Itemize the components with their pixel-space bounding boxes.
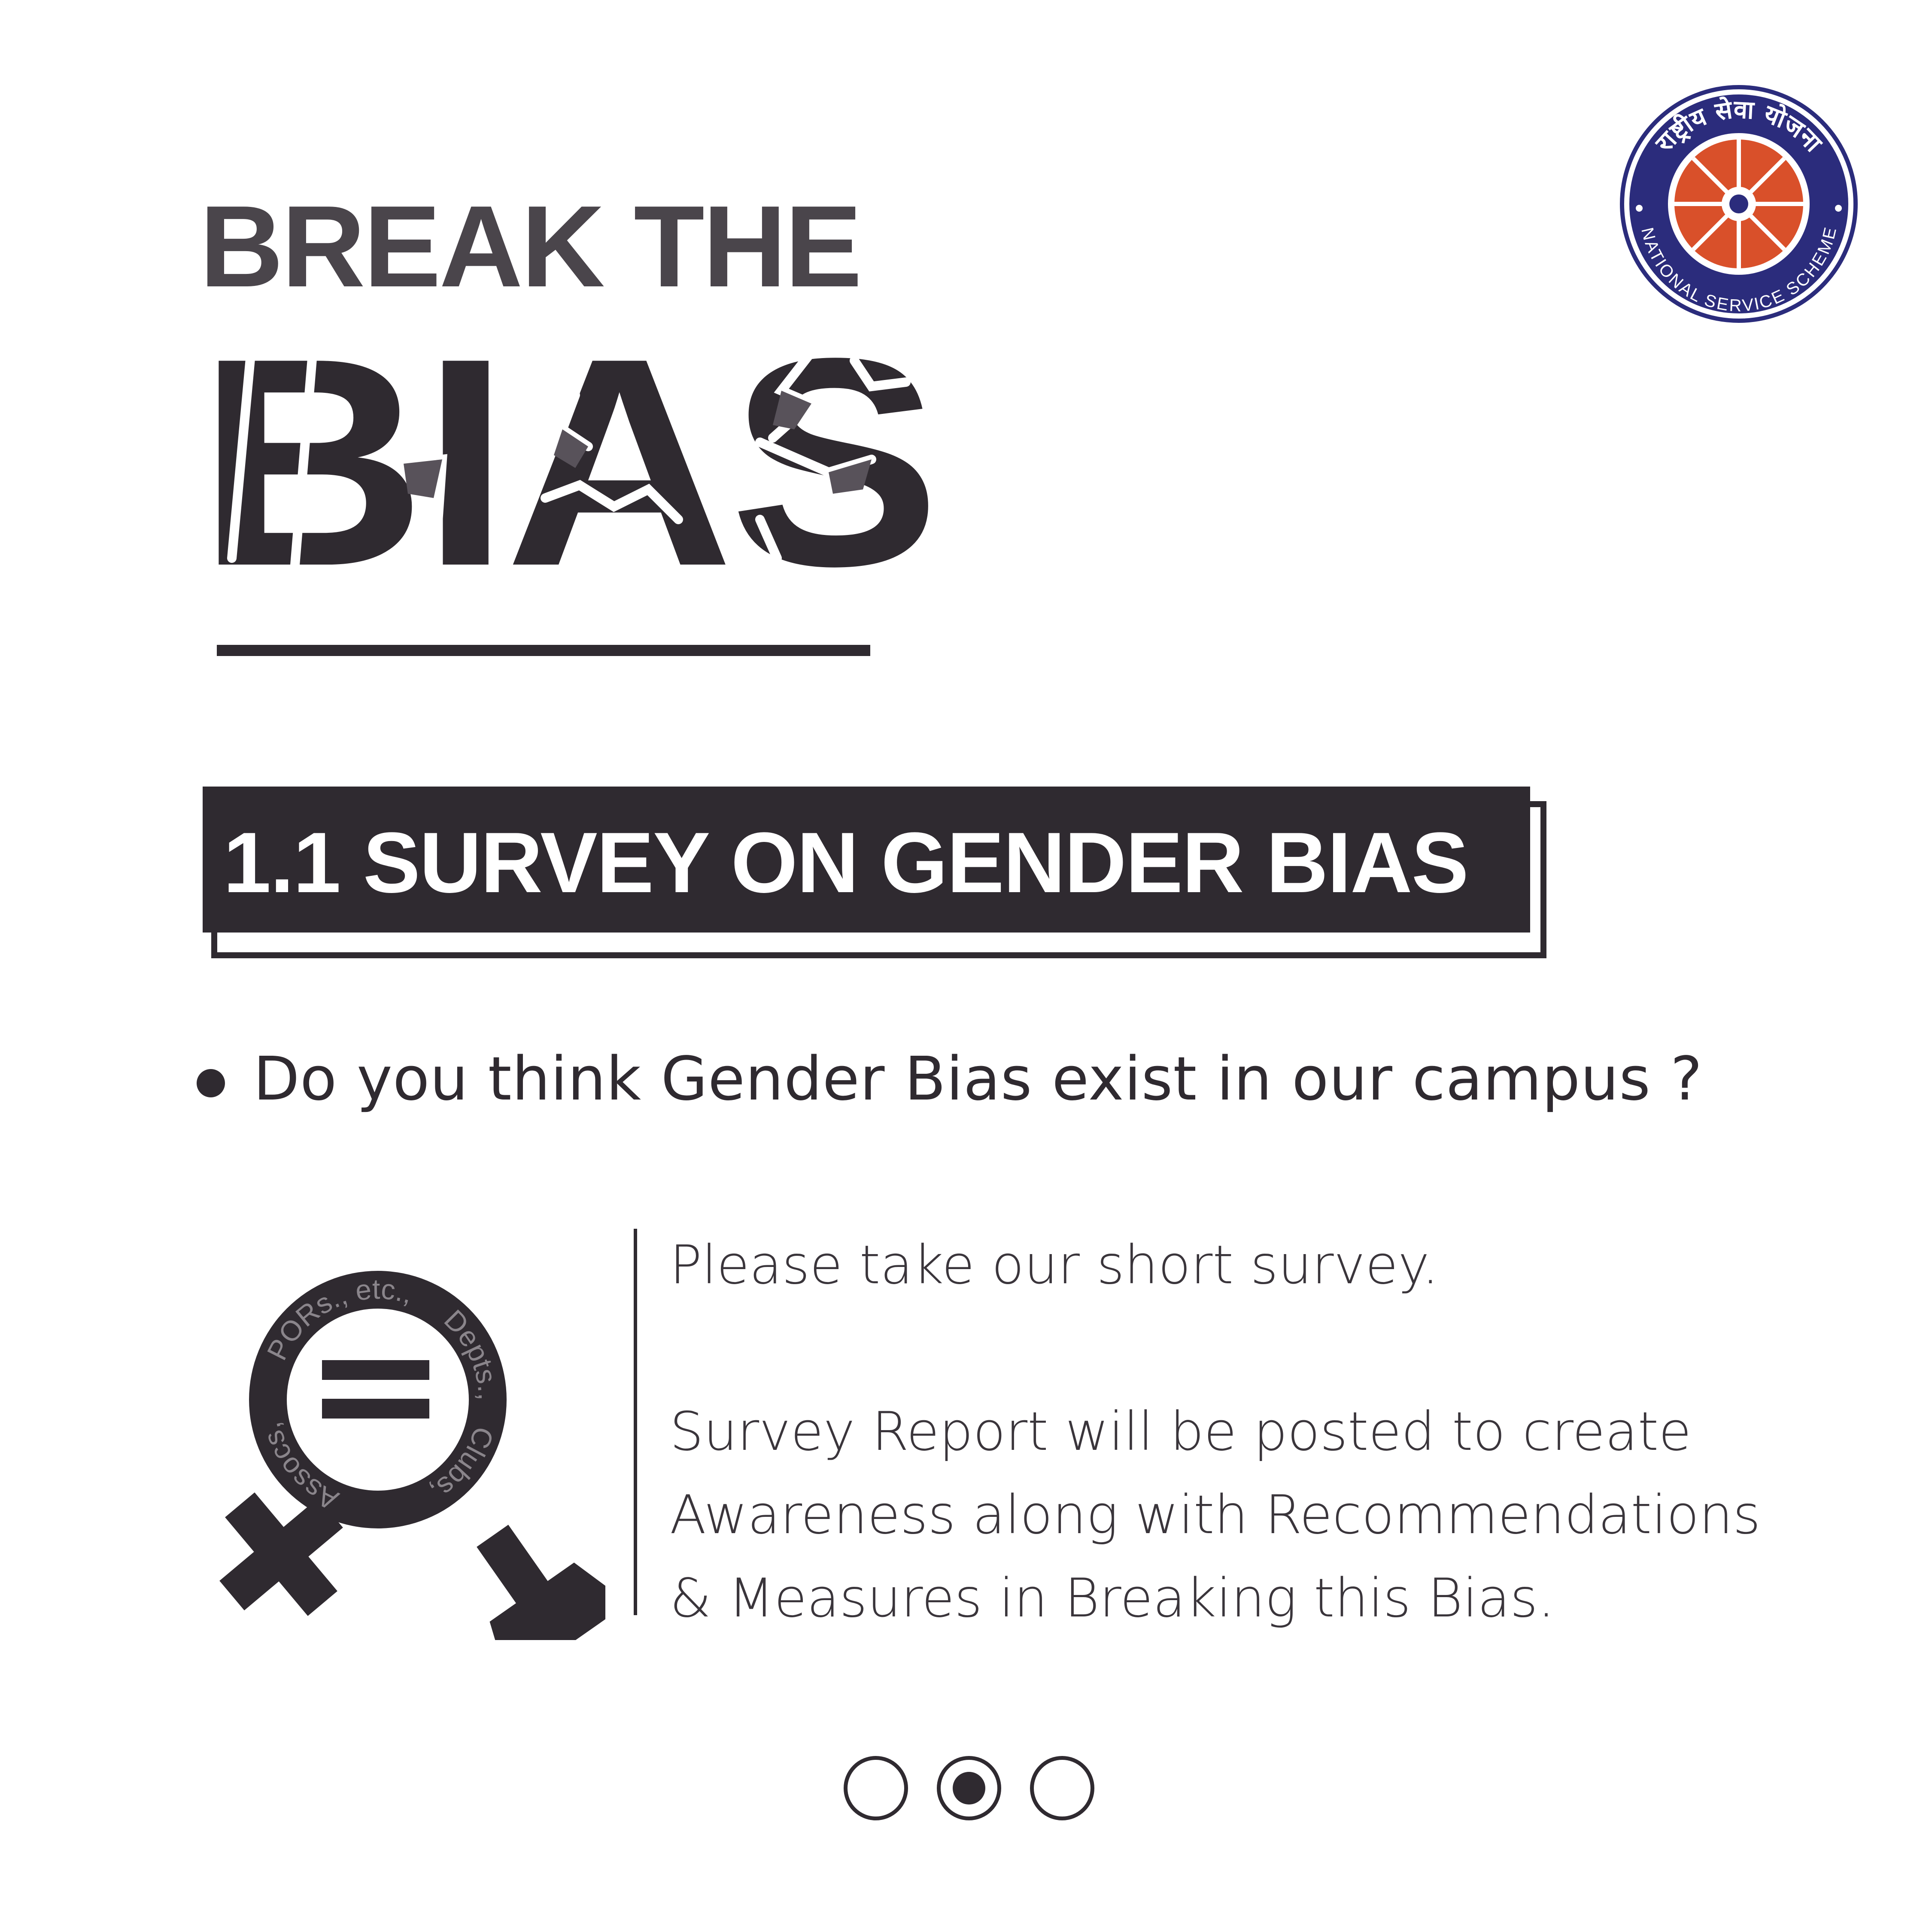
title-underline [217,645,870,656]
bullet-icon [197,1069,225,1097]
gender-equality-icon: PORs., etc., Depts., Clubs, Assocs, [219,1271,605,1640]
page-dot-2[interactable] [937,1756,1001,1820]
page-dot-3[interactable] [1030,1756,1094,1820]
section-heading-box [203,787,1530,933]
body-line-4: & Measures in Breaking this Bias. [670,1567,1555,1629]
survey-question: Do you think Gender Bias exist in our ca… [253,1044,1703,1114]
section-heading: 1.1 SURVEY ON GENDER BIAS [223,815,1469,911]
title-break-the: BREAK THE [200,182,862,311]
survey-description: Please take our short survey. Survey Rep… [670,1224,1872,1640]
vertical-divider [634,1229,637,1615]
page-dot-1[interactable] [844,1756,908,1820]
body-line-1: Please take our short survey. [670,1234,1439,1296]
body-line-2: Survey Report will be posted to create [670,1401,1692,1463]
body-line-3: Awareness along with Recommendations [670,1484,1761,1546]
title-bias: BIAS [202,318,940,584]
nss-logo: राष्ट्रीय सेवा योजना NATIONAL SERVICE SC… [1620,85,1858,323]
